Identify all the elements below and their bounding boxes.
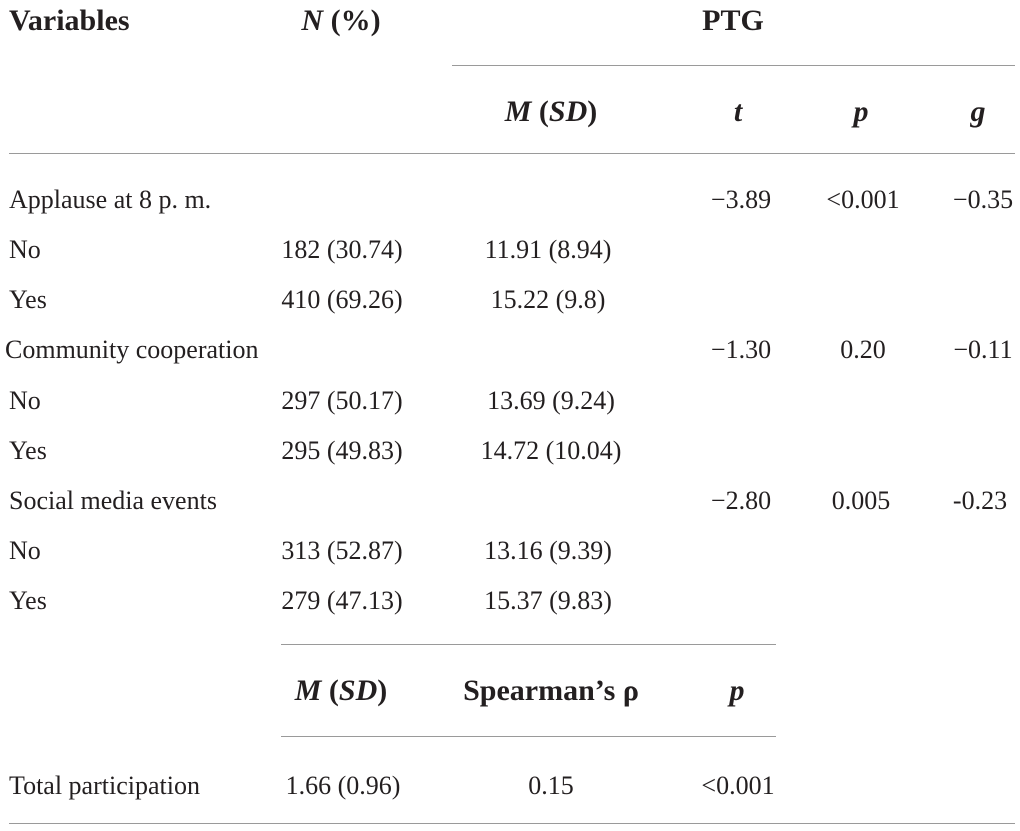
row-n: 295 (49.83) <box>281 436 403 465</box>
subheader-m-sd: M (SD) <box>294 674 388 707</box>
group-p: 0.20 <box>840 335 886 364</box>
header-variables: Variables <box>9 4 130 37</box>
row-label: No <box>9 536 41 565</box>
row-label: No <box>9 386 41 415</box>
group-p: 0.005 <box>831 486 891 515</box>
row-msd: 13.69 (9.24) <box>487 386 615 415</box>
ptg-rule <box>452 65 1015 66</box>
subheader-top-rule <box>281 644 776 645</box>
group-t: −1.30 <box>710 335 772 364</box>
subheader-bottom-rule <box>281 736 776 737</box>
subheader-spearman: Spearman’s ρ <box>463 674 639 707</box>
header-g: g <box>970 95 986 128</box>
total-label: Total participation <box>9 771 200 800</box>
subheader-p: p <box>729 674 745 707</box>
row-n: 410 (69.26) <box>281 285 403 314</box>
row-n: 297 (50.17) <box>281 386 403 415</box>
row-msd: 15.22 (9.8) <box>490 285 606 314</box>
group-label: Applause at 8 p. m. <box>9 185 212 214</box>
row-label: Yes <box>9 586 47 615</box>
header-p: p <box>853 95 869 128</box>
header-n-percent: N (%) <box>301 4 381 37</box>
header-ptg: PTG <box>702 4 764 37</box>
row-label: No <box>9 235 41 264</box>
total-msd: 1.66 (0.96) <box>285 771 401 800</box>
group-g: -0.23 <box>952 486 1008 515</box>
table-bottom-rule <box>9 823 1015 824</box>
group-g: −0.35 <box>952 185 1014 214</box>
group-t: −2.80 <box>710 486 772 515</box>
header-m-sd: M (SD) <box>504 95 598 128</box>
total-p: <0.001 <box>701 771 775 800</box>
group-p: <0.001 <box>826 185 900 214</box>
group-g: −0.11 <box>953 335 1013 364</box>
header-t: t <box>733 95 743 128</box>
row-n: 182 (30.74) <box>281 235 403 264</box>
row-msd: 13.16 (9.39) <box>484 536 612 565</box>
row-msd: 15.37 (9.83) <box>484 586 612 615</box>
row-label: Yes <box>9 436 47 465</box>
row-n: 313 (52.87) <box>281 536 403 565</box>
row-label: Yes <box>9 285 47 314</box>
group-t: −3.89 <box>710 185 772 214</box>
group-label: Community cooperation <box>5 335 259 364</box>
row-msd: 11.91 (8.94) <box>484 235 612 264</box>
total-rho: 0.15 <box>528 771 574 800</box>
row-n: 279 (47.13) <box>281 586 403 615</box>
row-msd: 14.72 (10.04) <box>480 436 622 465</box>
header-rule <box>9 153 1015 154</box>
group-label: Social media events <box>9 486 217 515</box>
